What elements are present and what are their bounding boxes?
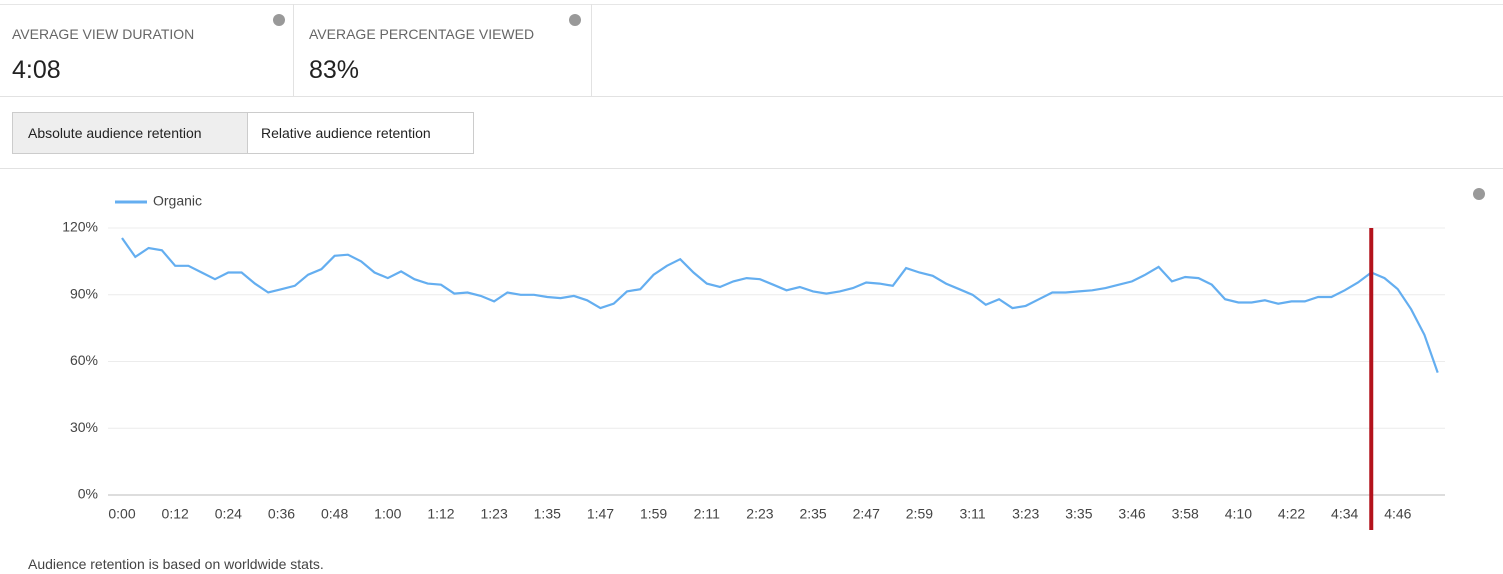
x-tick-label: 2:35 [799,506,826,522]
metric-card: AVERAGE VIEW DURATION 4:08 [0,4,294,96]
legend-label: Organic [153,193,202,209]
tab-button[interactable]: Relative audience retention [246,112,474,154]
y-tick-label: 120% [62,219,98,235]
x-tick-label: 1:23 [480,506,507,522]
metric-card: AVERAGE PERCENTAGE VIEWED 83% [297,4,592,96]
metric-value: 4:08 [12,56,61,84]
top-border [0,4,1503,5]
chart: 0% 30% 60% 90% 120% 0:00 0:12 0:24 0:36 0:48 1:00 1… [62,193,1445,530]
x-tick-label: 1:35 [534,506,561,522]
divider [0,96,1503,97]
x-tick-label: 1:00 [374,506,401,522]
x-tick-label: 2:11 [694,506,720,522]
x-tick-label: 3:46 [1118,506,1145,522]
x-tick-label: 0:00 [108,506,135,522]
x-tick-label: 4:10 [1225,506,1252,522]
metric-label: AVERAGE VIEW DURATION [12,26,195,42]
help-icon[interactable] [1473,188,1485,200]
y-tick-label: 0% [78,486,98,502]
data-line [121,237,1439,373]
y-tick-label: 30% [70,419,98,435]
x-tick-label: 4:46 [1384,506,1411,522]
x-tick-label: 4:22 [1278,506,1305,522]
help-icon[interactable] [569,14,581,26]
footer-note: Audience retention is based on worldwide… [28,556,324,572]
x-tick-label: 0:24 [215,506,242,522]
x-tick-label: 3:58 [1172,506,1199,522]
x-tick-label: 0:48 [321,506,348,522]
y-tick-label: 90% [70,285,98,301]
x-tick-label: 2:23 [746,506,773,522]
y-tick-label: 60% [70,352,98,368]
help-icon[interactable] [273,14,285,26]
x-tick-label: 3:23 [1012,506,1039,522]
x-tick-label: 0:12 [162,506,189,522]
x-tick-label: 2:47 [853,506,880,522]
x-tick-label: 4:34 [1331,506,1358,522]
metric-label: AVERAGE PERCENTAGE VIEWED [309,26,535,42]
x-tick-label: 1:47 [587,506,614,522]
x-tick-label: 1:59 [640,506,667,522]
divider [0,168,1503,169]
metric-value: 83% [309,56,360,84]
x-tick-label: 3:11 [959,506,985,522]
x-tick-label: 0:36 [268,506,295,522]
x-tick-label: 1:12 [427,506,454,522]
x-tick-label: 3:35 [1065,506,1092,522]
tab-button[interactable]: Absolute audience retention [12,112,248,154]
x-tick-label: 2:59 [906,506,933,522]
